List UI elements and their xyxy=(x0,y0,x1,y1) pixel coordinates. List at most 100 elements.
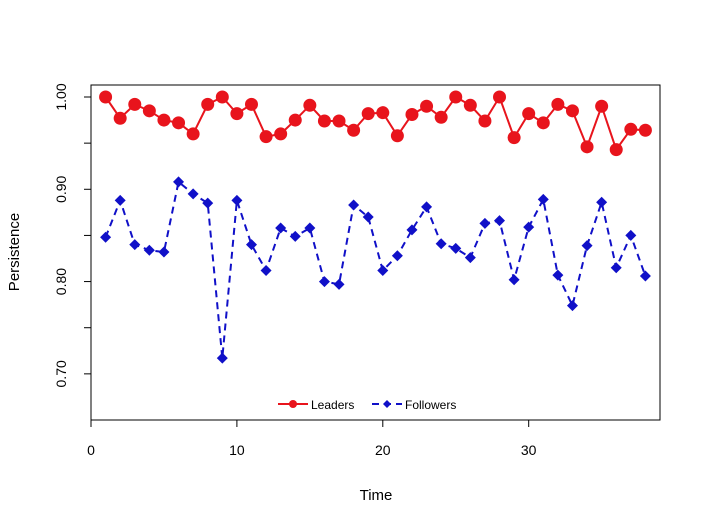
leaders-point xyxy=(507,131,521,145)
leaders-point xyxy=(274,127,288,141)
leaders-point xyxy=(142,104,156,118)
followers-point xyxy=(377,264,389,276)
leaders-point xyxy=(565,104,579,118)
leaders-point xyxy=(303,98,317,112)
followers-point xyxy=(508,274,520,286)
x-axis: 0 10 20 30 xyxy=(87,419,537,458)
followers-point xyxy=(187,188,199,200)
leaders-point xyxy=(420,99,434,113)
leaders-point xyxy=(493,90,507,104)
followers-point xyxy=(202,197,214,209)
leaders-point xyxy=(128,97,142,111)
legend-label: Followers xyxy=(405,398,456,412)
followers-point xyxy=(231,194,243,206)
followers-point xyxy=(129,239,141,251)
leaders-point xyxy=(580,140,594,154)
followers-point xyxy=(596,196,608,208)
leaders-point xyxy=(244,97,258,111)
leaders-point xyxy=(609,143,623,157)
leaders-point xyxy=(99,90,113,104)
followers-point xyxy=(537,193,549,205)
legend-swatch-marker xyxy=(383,400,391,408)
leaders-point xyxy=(347,123,361,137)
followers-point xyxy=(173,176,185,188)
leaders-point xyxy=(536,116,550,130)
leaders-point xyxy=(157,113,171,127)
followers-point xyxy=(523,221,535,233)
followers-point xyxy=(552,269,564,281)
followers-point xyxy=(348,199,360,211)
followers-point xyxy=(450,242,462,254)
followers-point xyxy=(391,250,403,262)
leaders-point xyxy=(463,98,477,112)
followers-point xyxy=(566,300,578,312)
leaders-point xyxy=(595,99,609,113)
followers-point xyxy=(625,229,637,241)
leaders-point xyxy=(113,111,127,125)
leaders-point xyxy=(434,110,448,124)
followers-point xyxy=(158,246,170,258)
followers-point xyxy=(304,222,316,234)
leaders-point xyxy=(638,123,652,137)
followers-point xyxy=(479,217,491,229)
followers-point xyxy=(260,264,272,276)
followers-point xyxy=(581,240,593,252)
followers-point xyxy=(639,270,651,282)
followers-point xyxy=(275,222,287,234)
legend-item-leaders: Leaders xyxy=(278,398,354,412)
followers-point xyxy=(362,211,374,223)
leaders-point xyxy=(230,107,244,121)
leaders-point xyxy=(288,113,302,127)
followers-point xyxy=(421,201,433,213)
y-axis: 0.70 0.80 0.90 1.00 xyxy=(53,83,92,387)
leaders-point xyxy=(376,106,390,120)
legend: Leaders Followers xyxy=(278,398,456,412)
x-tick-label: 0 xyxy=(87,442,95,458)
leaders-point xyxy=(551,97,565,111)
x-axis-label: Time xyxy=(360,487,393,504)
followers-point xyxy=(435,238,447,250)
leaders-point xyxy=(317,114,331,128)
legend-item-followers: Followers xyxy=(372,398,456,412)
leaders-point xyxy=(478,114,492,128)
followers-point xyxy=(245,239,257,251)
leaders-point xyxy=(259,130,273,144)
followers-point xyxy=(143,244,155,256)
series-layer xyxy=(99,90,652,364)
legend-swatch-marker xyxy=(289,400,297,408)
leaders-point xyxy=(405,108,419,122)
leaders-point xyxy=(201,97,215,111)
y-tick-label: 1.00 xyxy=(53,83,69,110)
followers-point xyxy=(216,352,228,364)
leaders-point xyxy=(361,107,375,121)
followers-point xyxy=(333,278,345,290)
leaders-point xyxy=(624,122,638,136)
leaders-point xyxy=(172,116,186,130)
leaders-point xyxy=(332,114,346,128)
followers-point xyxy=(318,276,330,288)
y-tick-label: 0.90 xyxy=(53,175,69,202)
followers-point xyxy=(100,231,112,243)
leaders-point xyxy=(522,107,536,121)
series-leaders xyxy=(99,90,652,157)
leaders-point xyxy=(449,90,463,104)
x-tick-label: 30 xyxy=(521,442,537,458)
x-tick-label: 10 xyxy=(229,442,245,458)
y-axis-label: Persistence xyxy=(6,213,23,291)
followers-point xyxy=(610,262,622,274)
followers-point xyxy=(289,230,301,242)
x-tick-label: 20 xyxy=(375,442,391,458)
legend-label: Leaders xyxy=(311,398,354,412)
followers-point xyxy=(464,252,476,264)
y-tick-label: 0.70 xyxy=(53,360,69,387)
leaders-point xyxy=(215,90,229,104)
leaders-point xyxy=(186,127,200,141)
followers-point xyxy=(406,224,418,236)
leaders-line xyxy=(104,94,646,152)
leaders-point xyxy=(390,129,404,143)
series-followers xyxy=(100,176,651,364)
plot-frame xyxy=(90,84,661,421)
y-tick-label: 0.80 xyxy=(53,268,69,295)
followers-line xyxy=(104,180,647,359)
